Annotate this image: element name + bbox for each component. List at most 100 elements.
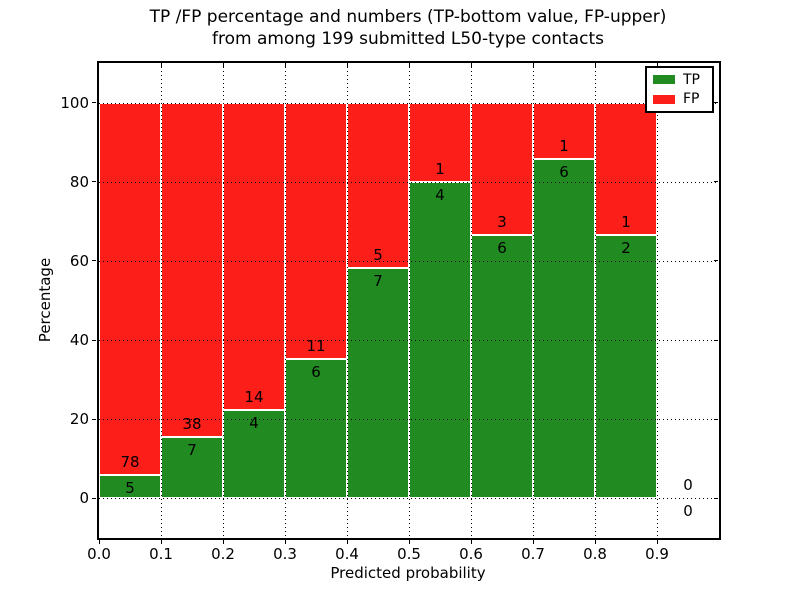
x-tick-top [161,63,162,67]
y-tick-right [714,260,718,262]
x-tick-top [285,63,286,67]
y-tick-right [714,181,718,183]
bar-segment-fp [223,102,285,411]
bar-count-fp: 11 [306,336,326,355]
y-tick [92,181,96,183]
y-tick-right [714,418,718,420]
x-tick-top [533,63,534,67]
x-tick-top [595,63,596,67]
bar-segment-tp [161,436,223,499]
x-tick-label: 0.1 [149,545,173,563]
gridline-vertical [532,63,534,538]
plot-area: TP FP 78 5 38 7 14 4 11 6 5 7 1 4 3 6 1 6 1 2 0 0 [97,61,721,540]
gridline-vertical [346,63,348,538]
gridline-vertical [222,63,224,538]
x-tick-top [223,63,224,67]
bar-segment-fp [409,102,471,182]
bar-segment-fp [285,102,347,359]
y-tick [92,418,96,420]
y-tick-right [714,497,718,499]
bar-count-tp: 2 [621,238,631,257]
bar-segment-tp [533,159,595,499]
x-tick [347,540,348,544]
y-tick-right [714,102,718,104]
x-tick-top [409,63,410,67]
bar-count-tp: 7 [373,271,383,290]
bar-segment-tp [285,358,347,499]
y-tick-label: 40 [69,331,89,350]
legend: TP FP [645,66,714,113]
bar-count-fp: 1 [621,212,631,231]
bar-count-fp: 0 [683,476,693,495]
bar-count-tp: 5 [125,478,135,497]
bar-count-tp: 4 [249,414,259,433]
gridline-vertical [284,63,286,538]
tp-color-swatch [653,75,675,85]
x-tick [99,540,100,544]
x-tick-label: 0.2 [211,545,235,563]
x-tick [409,540,410,544]
bar-segment-tp [223,410,285,499]
bar-segment-tp [471,234,533,499]
bar-count-tp: 0 [683,502,693,521]
x-tick [223,540,224,544]
gridline-vertical [656,63,658,538]
y-tick-label: 20 [69,410,89,429]
chart-title-line1: TP /FP percentage and numbers (TP-bottom… [149,7,667,27]
y-tick [92,260,96,262]
bar-segment-fp [99,102,161,475]
x-tick-label: 0.7 [521,545,545,563]
bar-segment-tp [595,234,657,499]
y-tick-right [714,339,718,341]
y-tick [92,497,96,499]
x-tick-top [657,63,658,67]
y-tick-label: 60 [69,251,89,270]
legend-label-tp: TP [683,71,700,88]
x-tick [657,540,658,544]
bar-count-fp: 5 [373,245,383,264]
x-tick-label: 0.6 [459,545,483,563]
x-tick [471,540,472,544]
x-tick-top [471,63,472,67]
bar-count-fp: 1 [559,137,569,156]
fp-color-swatch [653,94,675,104]
x-tick [161,540,162,544]
bar-count-tp: 6 [497,238,507,257]
x-tick [595,540,596,544]
gridline-vertical [594,63,596,538]
x-tick [285,540,286,544]
y-tick [92,102,96,104]
bar-count-fp: 3 [497,212,507,231]
x-tick-label: 0.5 [397,545,421,563]
gridline-vertical [408,63,410,538]
legend-entry-fp: FP [653,92,706,106]
bar-count-tp: 7 [187,440,197,459]
x-tick-label: 0.8 [583,545,607,563]
chart-title: TP /FP percentage and numbers (TP-bottom… [98,6,718,50]
bar-segment-fp [161,102,223,437]
gridline-vertical [160,63,162,538]
gridline-vertical [470,63,472,538]
legend-label-fp: FP [683,91,700,108]
legend-entry-tp: TP [653,73,706,87]
bar-count-fp: 14 [244,388,264,407]
x-tick [533,540,534,544]
y-tick-label: 0 [79,489,89,508]
bar-count-tp: 6 [559,163,569,182]
y-tick-label: 80 [69,172,89,191]
chart-title-line2: from among 199 submitted L50-type contac… [212,29,604,49]
bar-count-fp: 38 [182,414,202,433]
bar-count-tp: 6 [311,362,321,381]
y-tick-label: 100 [60,93,89,112]
bar-count-tp: 4 [435,185,445,204]
bar-count-fp: 78 [120,452,140,471]
y-axis-label: Percentage [36,257,54,343]
x-tick-label: 0.3 [273,545,297,563]
bar-count-fp: 1 [435,159,445,178]
x-tick-label: 0.4 [335,545,359,563]
y-tick [92,339,96,341]
bar-segment-fp [347,102,409,268]
x-axis-label: Predicted probability [330,564,486,582]
x-tick-label: 0.9 [645,545,669,563]
